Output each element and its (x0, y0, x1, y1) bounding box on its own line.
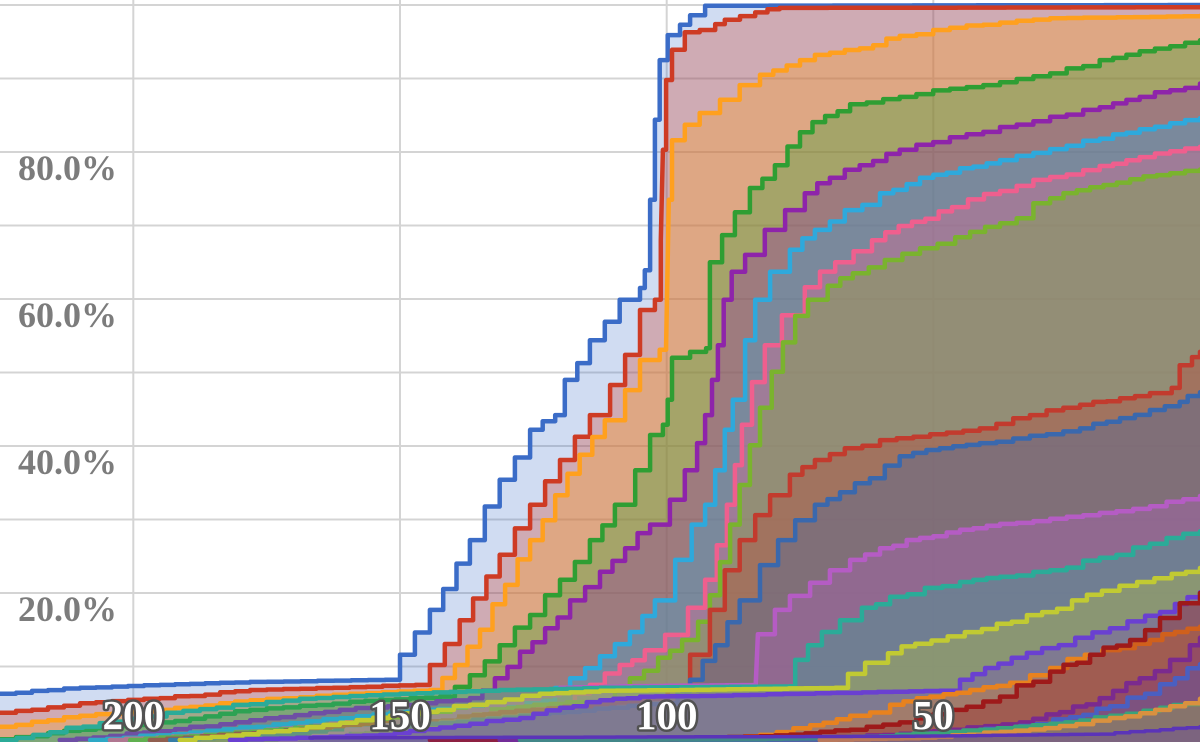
series-orange-line (0, 13, 1200, 730)
series-purple-line (57, 81, 1200, 742)
series-teal-line (0, 529, 1200, 742)
series-orange3-fill (819, 698, 1200, 742)
x-tick-label-100: 100 (636, 692, 698, 738)
series-green-line (0, 38, 1200, 742)
x-tick-label-50: 50 (913, 692, 954, 738)
series-teal-fill (0, 531, 1200, 742)
series-red-line (0, 4, 1200, 716)
series-violet-fill (229, 592, 1200, 742)
series-cyan-line (87, 115, 1200, 742)
y-tick-label-60: 60.0% (18, 295, 117, 335)
series-yellow-fill (179, 568, 1200, 742)
series-purple-fill (59, 83, 1200, 742)
series-darkred-fill (429, 593, 1200, 742)
y-tick-label-20: 20.0% (18, 589, 117, 629)
series-lime-fill (130, 169, 1200, 742)
series-orange-fill (0, 16, 1200, 742)
series-blue2-fill (170, 392, 1200, 742)
x-tick-label-200: 200 (103, 692, 165, 738)
series-yellow-line (177, 565, 1200, 742)
x-axis-labels: 200 150 100 50 (100, 690, 956, 741)
series-green-fill (0, 40, 1200, 742)
series-orange2-line (697, 624, 1200, 742)
series-orange3-line (817, 696, 1200, 742)
y-tick-label-40: 40.0% (18, 442, 117, 482)
y-axis-labels: 20.0% 40.0% 60.0% 80.0% (18, 148, 117, 629)
series-pink-fill (109, 146, 1200, 742)
y-tick-label-80: 80.0% (18, 148, 117, 188)
series-violet-line (227, 590, 1200, 742)
x-tick-label-150: 150 (369, 692, 431, 738)
series-violet2-line (308, 725, 1200, 740)
series-cyan-fill (90, 118, 1200, 742)
